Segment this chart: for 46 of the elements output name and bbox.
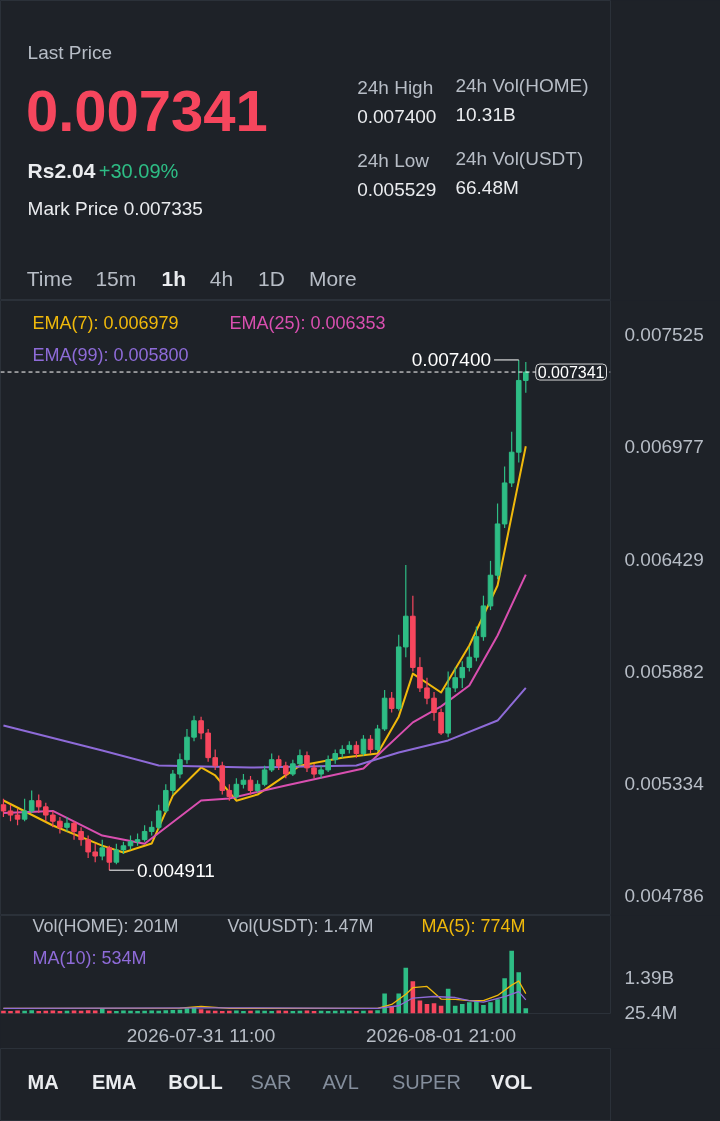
x-tick-label: 2026-08-01 21:00	[366, 1024, 517, 1046]
y-tick-label: 0.006429	[624, 548, 704, 570]
annotation: 0.004911	[137, 859, 215, 881]
y-tick-label: 0.005334	[624, 772, 705, 794]
y-tick-label: 25.4M	[624, 1002, 678, 1024]
text: Mark Price 0.007335	[27, 198, 203, 219]
text: 1h	[161, 267, 186, 290]
text: 0.007341	[25, 77, 268, 143]
text: BOLL	[168, 1070, 223, 1093]
text: Rs2.04	[27, 159, 96, 182]
text: 66.48M	[455, 177, 519, 198]
annotation: 0.007400	[411, 349, 492, 371]
y-tick-label: 0.005882	[624, 660, 704, 682]
text: 24h Vol(USDT)	[455, 148, 584, 169]
text: +30.09%	[98, 159, 179, 182]
text: Last Price	[27, 42, 113, 63]
text: More	[308, 267, 357, 290]
text: EMA(25): 0.006353	[229, 312, 386, 333]
text: VOL	[491, 1070, 533, 1093]
text: 15m	[95, 267, 137, 290]
ref-line-label: 0.007341	[537, 364, 605, 382]
y-tick-label: 1.39B	[624, 967, 675, 989]
text: 24h Low	[357, 150, 430, 171]
y-tick-label: 0.004786	[624, 885, 704, 907]
x-tick-label: 2026-07-31 11:00	[126, 1024, 276, 1046]
y-tick-label: 0.006977	[624, 436, 704, 458]
text: AVL	[322, 1070, 359, 1093]
text: 24h Vol(HOME)	[455, 75, 589, 96]
text: 1D	[258, 267, 285, 290]
text: 10.31B	[455, 104, 516, 125]
text: EMA(7): 0.006979	[32, 312, 179, 333]
text: 24h High	[357, 77, 434, 98]
text: MA(10): 534M	[32, 947, 147, 968]
text: 0.007400	[357, 106, 437, 127]
text: SUPER	[391, 1070, 461, 1093]
text: 4h	[209, 267, 234, 290]
text: EMA(99): 0.005800	[32, 344, 189, 365]
annotation: Vol(HOME): 201M	[32, 915, 179, 936]
text: 0.005529	[357, 179, 437, 200]
text: MA(5): 774M	[421, 915, 526, 936]
y-tick-label: 0.007525	[624, 323, 704, 345]
text: MA	[27, 1070, 59, 1093]
annotation: Vol(USDT): 1.47M	[227, 915, 374, 936]
text: SAR	[250, 1070, 292, 1093]
text: EMA	[92, 1070, 137, 1093]
text: Time	[26, 267, 73, 290]
